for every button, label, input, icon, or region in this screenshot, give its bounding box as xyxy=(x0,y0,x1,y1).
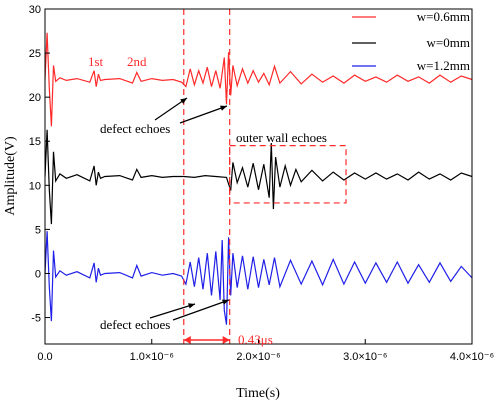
series-line-0 xyxy=(44,32,473,127)
y-tick-label: 0 xyxy=(35,268,41,280)
annotation-defect-echoes-bottom: defect echoes xyxy=(100,317,170,332)
y-tick-label: 20 xyxy=(29,92,41,104)
x-tick-label: 3.0×10⁻⁶ xyxy=(343,351,387,363)
pointer-arrow-bottom-left xyxy=(149,303,196,319)
axis-ticks: -5 0 5 10 15 20 25 30 0.0 1.0×10⁻⁶ 2.0×10⁻⁶ 3.0×10⁻… xyxy=(29,4,494,363)
x-tick-label: 1.0×10⁻⁶ xyxy=(130,351,174,363)
legend-label-w0: w=0mm xyxy=(427,35,470,50)
y-tick-label: 25 xyxy=(29,48,41,60)
legend: w=0.6mm w=0mm w=1.2mm xyxy=(352,9,470,73)
y-tick-label: 10 xyxy=(29,180,41,192)
x-axis-title: Time(s) xyxy=(236,386,280,401)
annotation-1st: 1st xyxy=(88,54,104,69)
annotation-overlays xyxy=(149,9,347,344)
y-axis-title: Amplitude(V) xyxy=(3,136,18,216)
series-line-2 xyxy=(44,231,473,325)
pointer-arrow-top-right-head xyxy=(220,105,227,111)
y-tick-label: -5 xyxy=(31,313,41,325)
y-tick-label: 30 xyxy=(29,4,41,16)
outer-wall-box xyxy=(229,145,347,204)
annotation-outer-wall-echoes: outer wall echoes xyxy=(236,130,327,145)
series-line-1 xyxy=(44,129,473,225)
x-tick-label: 0.0 xyxy=(37,351,52,363)
annotation-delta-time: 0.43μs xyxy=(238,332,273,347)
series-lines xyxy=(44,32,473,325)
pointer-arrow-top-left xyxy=(154,97,188,121)
y-tick-label: 5 xyxy=(35,224,41,236)
annotation-defect-echoes-top: defect echoes xyxy=(100,121,170,136)
pointer-arrow-top-right xyxy=(179,105,228,124)
pointer-arrow-top-left-head xyxy=(180,98,187,104)
interval-arrowhead-left xyxy=(183,336,191,344)
x-tick-label: 4.0×10⁻⁶ xyxy=(450,351,494,363)
legend-label-w06: w=0.6mm xyxy=(417,9,470,24)
interval-arrowhead-right xyxy=(222,336,230,344)
y-tick-label: 15 xyxy=(29,136,41,148)
pointer-arrow-bottom-left-head xyxy=(188,303,195,309)
annotation-2nd: 2nd xyxy=(127,54,147,69)
x-tick-label: 2.0×10⁻⁶ xyxy=(236,351,280,363)
pointer-arrow-bottom-right-head xyxy=(222,299,229,305)
pointer-arrow-bottom-right xyxy=(172,299,230,321)
legend-label-w12: w=1.2mm xyxy=(417,58,470,73)
